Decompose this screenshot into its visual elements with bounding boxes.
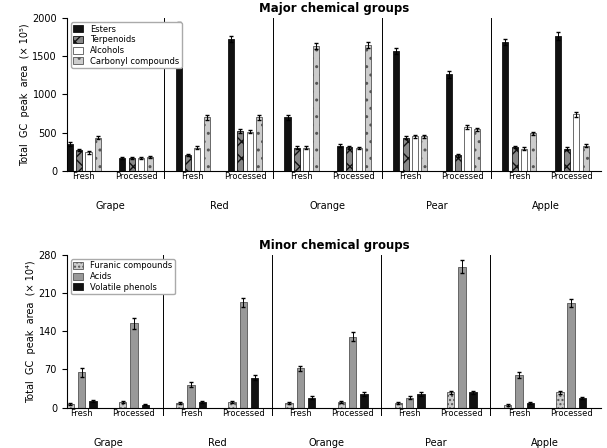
Bar	[464, 127, 470, 171]
Bar	[393, 51, 399, 171]
Bar	[308, 398, 316, 408]
Bar	[285, 403, 293, 408]
Bar	[349, 337, 356, 408]
Bar	[521, 149, 527, 171]
Bar	[421, 136, 427, 171]
Bar	[138, 158, 144, 171]
Bar	[188, 385, 195, 408]
Title: Minor chemical groups: Minor chemical groups	[259, 239, 409, 252]
Bar	[447, 392, 454, 408]
Title: Major chemical groups: Major chemical groups	[259, 2, 409, 15]
Bar	[568, 303, 575, 408]
Bar	[583, 146, 589, 171]
Text: Pear: Pear	[425, 438, 447, 448]
Bar	[458, 267, 466, 408]
Text: Red: Red	[209, 201, 228, 211]
Bar	[228, 402, 236, 408]
Bar	[455, 155, 461, 171]
Bar	[555, 36, 561, 171]
Bar	[502, 43, 508, 171]
Text: Pear: Pear	[426, 201, 447, 211]
Bar	[148, 157, 154, 171]
Legend: Esters, Terpenoids, Alcohols, Carbonyl compounds: Esters, Terpenoids, Alcohols, Carbonyl c…	[71, 22, 182, 68]
Bar	[446, 74, 452, 171]
Bar	[474, 129, 480, 171]
Bar	[119, 158, 125, 171]
Bar	[294, 148, 300, 171]
Bar	[531, 134, 537, 171]
Bar	[406, 398, 413, 408]
Bar	[237, 131, 243, 171]
Bar	[204, 117, 210, 171]
Bar	[303, 148, 310, 171]
Bar	[86, 152, 92, 171]
Bar	[228, 39, 234, 171]
Text: Red: Red	[208, 438, 226, 448]
Bar	[402, 138, 409, 171]
Text: Apple: Apple	[531, 438, 559, 448]
Text: Orange: Orange	[310, 201, 346, 211]
Bar	[337, 402, 345, 408]
Bar	[556, 392, 563, 408]
Bar	[512, 147, 518, 171]
Bar	[285, 117, 291, 171]
Bar	[240, 302, 247, 408]
Bar	[313, 46, 319, 171]
Bar	[256, 117, 262, 171]
Y-axis label: Total  GC  peak  area  (× 10⁴): Total GC peak area (× 10⁴)	[25, 260, 36, 403]
Text: Apple: Apple	[532, 201, 560, 211]
Bar	[129, 158, 135, 171]
Bar	[141, 405, 149, 408]
Bar	[417, 394, 425, 408]
Bar	[131, 323, 138, 408]
Bar	[337, 146, 343, 171]
Bar	[395, 403, 402, 408]
Text: Grape: Grape	[93, 438, 123, 448]
Bar	[360, 394, 368, 408]
Bar	[76, 150, 82, 171]
Y-axis label: Total  GC  peak  area  (× 10⁵): Total GC peak area (× 10⁵)	[19, 23, 30, 166]
Bar	[198, 402, 206, 408]
Bar	[246, 132, 253, 171]
Bar	[564, 149, 570, 171]
Bar	[346, 147, 352, 171]
Bar	[365, 45, 371, 171]
Bar	[356, 148, 362, 171]
Bar	[67, 404, 74, 408]
Bar	[579, 398, 586, 408]
Bar	[297, 368, 304, 408]
Bar	[176, 403, 183, 408]
Bar	[504, 405, 511, 408]
Bar	[67, 144, 73, 171]
Bar	[251, 378, 259, 408]
Bar	[95, 138, 101, 171]
Bar	[412, 136, 418, 171]
Bar	[527, 403, 534, 408]
Bar	[185, 155, 191, 171]
Bar	[175, 26, 181, 171]
Text: Grape: Grape	[95, 201, 125, 211]
Bar	[573, 114, 580, 171]
Bar	[469, 392, 477, 408]
Bar	[89, 401, 97, 408]
Bar	[515, 375, 523, 408]
Bar	[119, 402, 126, 408]
Bar	[78, 372, 86, 408]
Text: Orange: Orange	[308, 438, 344, 448]
Legend: Furanic compounds, Acids, Volatile phenols: Furanic compounds, Acids, Volatile pheno…	[71, 259, 175, 294]
Bar	[194, 148, 200, 171]
